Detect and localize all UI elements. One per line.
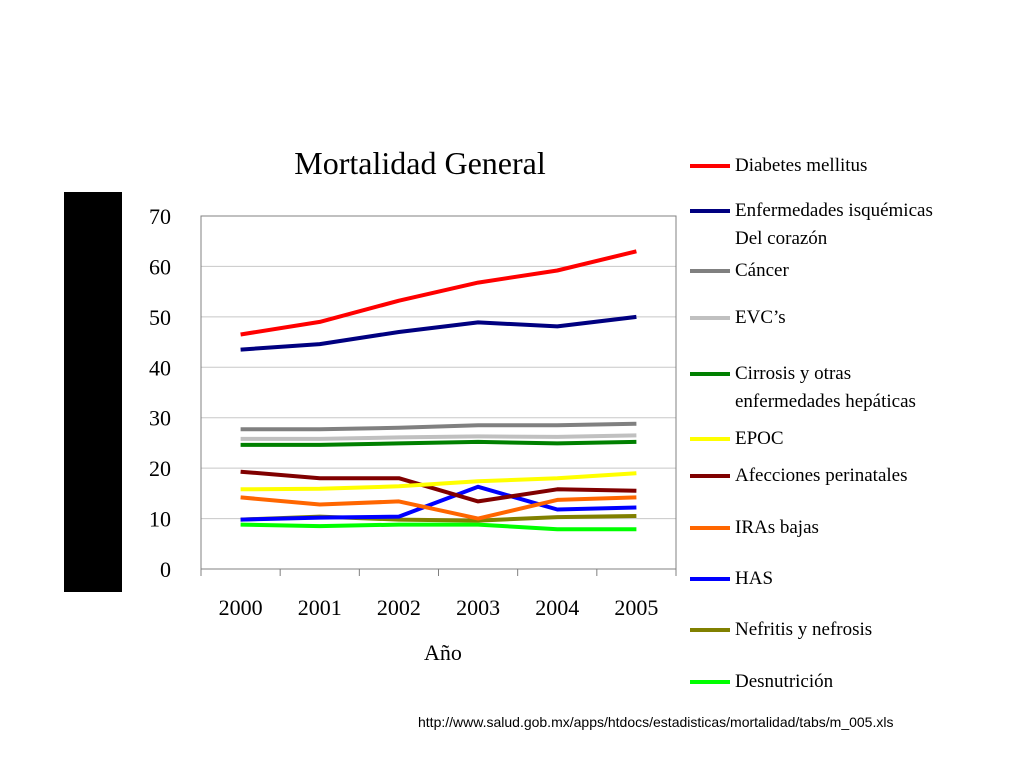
- legend-item: Nefritis y nefrosis: [690, 616, 872, 644]
- legend-label: IRAs bajas: [735, 517, 819, 538]
- legend-swatch: [690, 164, 730, 168]
- source-url: http://www.salud.gob.mx/apps/htdocs/esta…: [418, 714, 894, 730]
- legend-item: Cáncer: [690, 257, 789, 285]
- series-line-5: [240, 471, 637, 492]
- legend-swatch: [690, 269, 730, 273]
- series-line-4: [240, 439, 637, 447]
- legend: Diabetes mellitus Enfermedades isquémicas…: [690, 0, 1020, 700]
- legend-item: IRAs bajas: [690, 514, 819, 542]
- y-tick-label: 10: [149, 507, 171, 532]
- series-line-2: [240, 421, 637, 432]
- series-line-3: [240, 433, 637, 441]
- legend-label: HAS: [735, 568, 774, 589]
- legend-label: EPOC: [735, 428, 784, 449]
- y-tick-label: 30: [149, 406, 171, 431]
- legend-label: Cirrosis y otras enfermedades hepáticas: [735, 363, 916, 412]
- legend-label: EVC’s: [735, 307, 786, 328]
- legend-swatch: [690, 316, 730, 320]
- x-tick-label: 2001: [298, 595, 342, 620]
- legend-label: Desnutrición: [735, 671, 834, 692]
- legend-swatch: [690, 209, 730, 213]
- y-tick-label: 50: [149, 305, 171, 330]
- series-line-1: [240, 314, 637, 352]
- x-axis: 2000 2001 2002 2003 2004 2005: [200, 569, 677, 620]
- legend-label: Afecciones perinatales: [735, 465, 908, 486]
- left-black-bar: [64, 192, 122, 592]
- legend-label: Cáncer: [735, 260, 789, 281]
- legend-item: Desnutrición: [690, 668, 833, 696]
- legend-label: Enfermedades isquémicas Del corazón: [735, 200, 933, 249]
- legend-item: EPOC: [690, 425, 784, 453]
- legend-swatch: [690, 628, 730, 632]
- y-axis: 0 10 20 30 40 50 60 70: [149, 204, 171, 582]
- x-tick-label: 2003: [456, 595, 500, 620]
- series-line-6: [240, 469, 637, 504]
- chart-title: Mortalidad General: [294, 145, 546, 181]
- legend-item: Diabetes mellitus: [690, 152, 867, 180]
- legend-swatch: [690, 372, 730, 376]
- series-line-0: [240, 249, 637, 337]
- y-tick-label: 0: [160, 557, 171, 582]
- y-tick-label: 40: [149, 355, 171, 380]
- y-tick-label: 70: [149, 204, 171, 229]
- y-tick-label: 20: [149, 456, 171, 481]
- x-axis-title: Año: [424, 640, 462, 665]
- series-line-8: [240, 484, 637, 522]
- legend-item: Enfermedades isquémicas Del corazón: [690, 197, 933, 253]
- x-tick-label: 2002: [377, 595, 421, 620]
- legend-item: Cirrosis y otras enfermedades hepáticas: [690, 360, 916, 416]
- legend-swatch: [690, 526, 730, 530]
- legend-swatch: [690, 577, 730, 581]
- legend-item: HAS: [690, 565, 773, 593]
- legend-item: Afecciones perinatales: [690, 462, 908, 490]
- gridlines: [201, 265, 676, 520]
- x-tick-label: 2000: [219, 595, 263, 620]
- legend-item: EVC’s: [690, 304, 786, 332]
- series-line-10: [240, 522, 637, 532]
- legend-swatch: [690, 680, 730, 684]
- x-tick-label: 2004: [535, 595, 579, 620]
- legend-label: Diabetes mellitus: [735, 155, 868, 176]
- legend-swatch: [690, 437, 730, 441]
- y-tick-label: 60: [149, 254, 171, 279]
- legend-label: Nefritis y nefrosis: [735, 619, 873, 640]
- series-line-7: [240, 495, 637, 521]
- series-lines: [240, 249, 637, 532]
- x-tick-label: 2005: [614, 595, 658, 620]
- legend-swatch: [690, 474, 730, 478]
